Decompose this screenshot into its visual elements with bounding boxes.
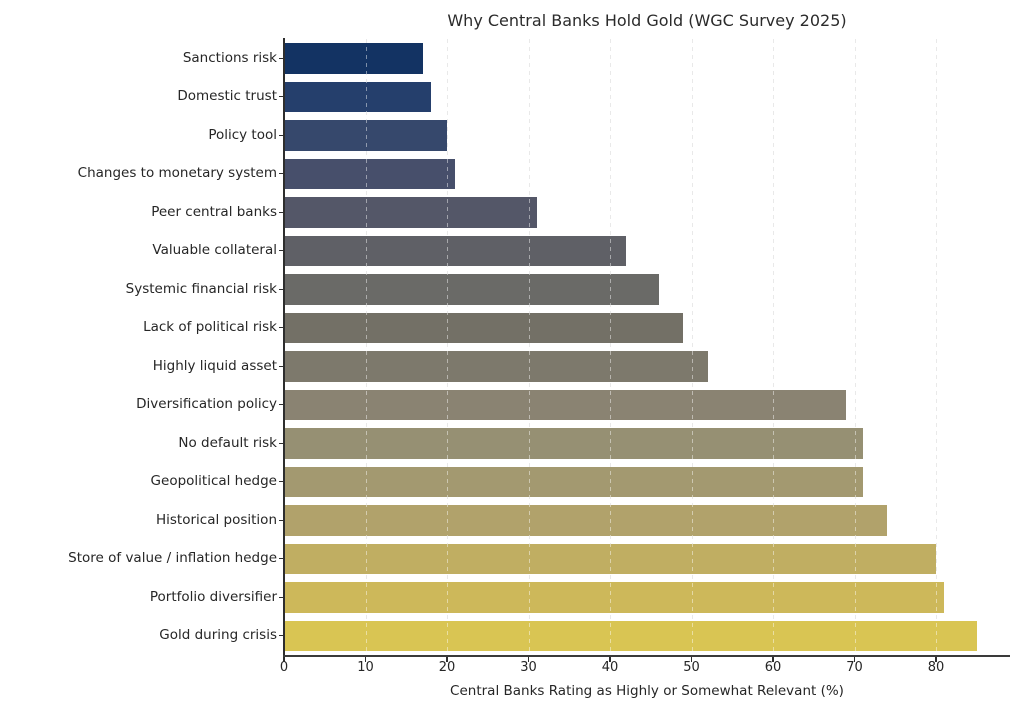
bar bbox=[284, 428, 863, 459]
bar bbox=[284, 620, 977, 651]
y-tick-mark bbox=[278, 327, 283, 329]
category-label: Valuable collateral bbox=[152, 242, 277, 259]
x-tick-label: 60 bbox=[764, 660, 782, 675]
x-tick-mark bbox=[772, 657, 774, 662]
x-axis-label: Central Banks Rating as Highly or Somewh… bbox=[450, 683, 844, 699]
y-tick-mark bbox=[278, 365, 283, 367]
bar bbox=[284, 235, 627, 266]
bar bbox=[284, 197, 537, 228]
y-tick-mark bbox=[278, 134, 283, 136]
x-tick-mark bbox=[283, 657, 285, 662]
y-tick-mark bbox=[278, 96, 283, 98]
bar bbox=[284, 312, 684, 343]
x-tick-mark bbox=[609, 657, 611, 662]
bar bbox=[284, 158, 456, 189]
x-tick-mark bbox=[935, 657, 937, 662]
grid-line bbox=[528, 39, 530, 655]
y-tick-mark bbox=[278, 635, 283, 637]
y-tick-mark bbox=[278, 57, 283, 59]
bar bbox=[284, 466, 863, 497]
bar bbox=[284, 505, 888, 536]
grid-line bbox=[691, 39, 693, 655]
grid-line bbox=[610, 39, 611, 655]
grid-line bbox=[773, 39, 774, 655]
x-tick-mark bbox=[527, 657, 530, 662]
bar bbox=[284, 389, 847, 420]
x-tick-mark bbox=[690, 657, 693, 662]
grid-line-overlay bbox=[447, 39, 448, 655]
category-label: Sanctions risk bbox=[182, 49, 277, 66]
category-label: Gold during crisis bbox=[159, 627, 277, 644]
x-tick-mark bbox=[446, 657, 448, 662]
grid-line bbox=[447, 39, 448, 655]
x-tick-mark bbox=[853, 657, 856, 662]
y-tick-mark bbox=[278, 211, 283, 213]
y-tick-mark bbox=[278, 442, 283, 444]
category-label: Lack of political risk bbox=[143, 319, 277, 336]
bar bbox=[284, 543, 936, 574]
grid-line-overlay bbox=[365, 39, 367, 655]
category-label: Highly liquid asset bbox=[152, 357, 277, 374]
category-label: Systemic financial risk bbox=[125, 280, 277, 297]
grid-line-overlay bbox=[610, 39, 611, 655]
x-tick-label: 0 bbox=[279, 660, 289, 675]
category-label: Diversification policy bbox=[136, 396, 277, 413]
grid-line bbox=[854, 39, 856, 655]
y-tick-mark bbox=[278, 288, 283, 290]
y-tick-mark bbox=[278, 519, 283, 521]
y-tick-mark bbox=[278, 173, 283, 175]
x-axis-spine bbox=[283, 655, 1010, 657]
category-label: Portfolio diversifier bbox=[149, 588, 277, 605]
category-label: Geopolitical hedge bbox=[150, 473, 277, 490]
grid-line-overlay bbox=[773, 39, 774, 655]
x-tick-label: 30 bbox=[520, 660, 537, 675]
category-label: Peer central banks bbox=[151, 203, 277, 220]
x-tick-label: 20 bbox=[438, 660, 456, 675]
y-tick-mark bbox=[278, 558, 283, 560]
y-axis-spine bbox=[283, 38, 285, 656]
x-tick-label: 10 bbox=[357, 660, 374, 675]
chart-title: Why Central Banks Hold Gold (WGC Survey … bbox=[447, 11, 847, 30]
bar bbox=[284, 81, 431, 112]
category-label: Policy tool bbox=[208, 126, 277, 143]
bar bbox=[284, 351, 708, 382]
category-label: Changes to monetary system bbox=[77, 165, 277, 182]
y-tick-mark bbox=[278, 250, 283, 252]
grid-line-overlay bbox=[691, 39, 693, 655]
bar bbox=[284, 274, 659, 305]
x-tick-label: 50 bbox=[683, 660, 700, 675]
y-tick-mark bbox=[278, 404, 283, 406]
y-tick-mark bbox=[278, 596, 283, 598]
grid-line-overlay bbox=[528, 39, 530, 655]
bar bbox=[284, 582, 945, 613]
y-tick-mark bbox=[278, 481, 283, 483]
bar bbox=[284, 120, 447, 151]
grid-line-overlay bbox=[936, 39, 937, 655]
x-tick-label: 40 bbox=[601, 660, 619, 675]
grid-line bbox=[365, 39, 367, 655]
grid-line-overlay bbox=[854, 39, 856, 655]
grid-line bbox=[936, 39, 937, 655]
x-tick-mark bbox=[364, 657, 367, 662]
category-label: Historical position bbox=[156, 511, 277, 528]
x-tick-label: 80 bbox=[927, 660, 945, 675]
category-label: Domestic trust bbox=[177, 88, 277, 105]
category-label: Store of value / inflation hedge bbox=[68, 550, 277, 567]
category-label: No default risk bbox=[178, 434, 277, 451]
bar bbox=[284, 43, 423, 74]
x-tick-label: 70 bbox=[846, 660, 863, 675]
